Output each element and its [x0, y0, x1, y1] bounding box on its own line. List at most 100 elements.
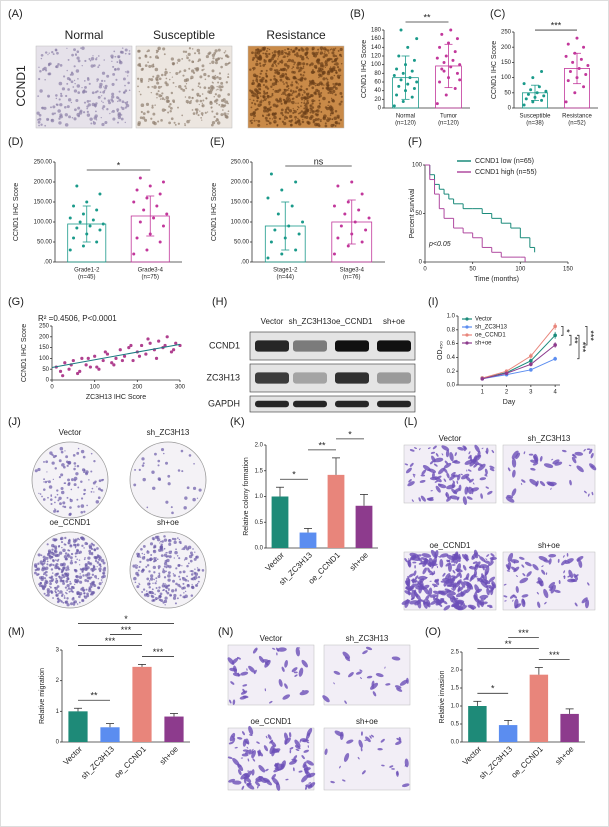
cell	[460, 581, 466, 588]
colony	[46, 590, 51, 594]
cell	[452, 585, 455, 589]
cell	[543, 559, 550, 563]
stain	[274, 121, 276, 124]
stain	[184, 122, 186, 125]
stain	[101, 122, 105, 127]
stain	[193, 52, 197, 55]
colony	[58, 476, 61, 479]
stain	[119, 61, 122, 64]
stain	[161, 97, 165, 100]
stain	[319, 67, 323, 72]
micrograph	[502, 444, 597, 504]
cell	[548, 553, 557, 558]
panel-label: (K)	[230, 416, 245, 428]
stain	[331, 67, 336, 72]
stain	[317, 89, 320, 93]
data-point	[529, 88, 533, 92]
colony	[98, 563, 102, 567]
data-point	[68, 216, 72, 220]
data-point	[453, 50, 457, 54]
colony	[142, 462, 145, 465]
colony	[42, 559, 46, 563]
cell	[301, 774, 309, 783]
stain	[331, 51, 335, 55]
stain	[172, 99, 176, 103]
data-point	[415, 37, 419, 41]
cell	[472, 482, 475, 485]
cell	[548, 558, 552, 565]
stain	[111, 109, 115, 113]
stain	[64, 123, 69, 127]
stain	[170, 57, 174, 61]
cell	[248, 750, 254, 755]
stain	[57, 63, 60, 66]
cell	[451, 575, 458, 579]
stain	[287, 111, 290, 114]
stain	[195, 108, 199, 112]
stain	[284, 94, 287, 96]
stain	[337, 49, 340, 52]
cell	[426, 497, 434, 502]
colony	[148, 582, 151, 585]
bar	[271, 496, 289, 548]
colony	[91, 551, 94, 554]
stain	[165, 99, 170, 103]
stain	[164, 70, 168, 75]
colony	[60, 540, 64, 544]
cell	[449, 452, 454, 462]
stain	[121, 100, 125, 104]
stain	[288, 50, 291, 54]
stain	[296, 52, 299, 55]
colony	[101, 478, 104, 482]
data-point	[78, 220, 82, 224]
scatter-point	[105, 352, 110, 356]
scatter-point	[84, 363, 88, 367]
data-point	[573, 91, 577, 95]
stain	[45, 69, 48, 72]
colony	[84, 556, 86, 559]
bar	[355, 505, 373, 548]
colony	[163, 576, 167, 579]
stain	[251, 82, 254, 86]
stain	[176, 62, 179, 64]
stain	[292, 91, 295, 94]
cell	[442, 572, 446, 577]
image-label: sh_ZC3H13	[346, 634, 389, 643]
cell	[541, 569, 546, 575]
stain	[84, 90, 88, 94]
scatter-point	[76, 371, 80, 376]
data-point	[526, 92, 530, 96]
colony	[65, 460, 69, 464]
colony	[52, 552, 56, 556]
stain	[267, 47, 269, 50]
stain	[152, 120, 156, 125]
stain	[209, 62, 211, 65]
data-point	[132, 252, 136, 256]
stain	[281, 120, 285, 123]
stain	[50, 118, 55, 123]
stain	[175, 72, 179, 76]
colony	[76, 451, 80, 455]
colony	[42, 498, 46, 501]
cell	[404, 463, 409, 466]
colony	[182, 570, 186, 574]
stain	[165, 77, 168, 80]
data-point	[406, 45, 410, 49]
colony	[98, 487, 101, 491]
stain	[268, 108, 272, 112]
stain	[155, 92, 159, 96]
x-axis-label: Day	[503, 399, 516, 406]
colony	[143, 593, 147, 597]
cell	[432, 583, 438, 588]
stain	[271, 118, 274, 120]
colony	[155, 580, 158, 582]
stain	[256, 48, 260, 51]
cell	[284, 659, 288, 668]
stain	[328, 52, 330, 54]
colony	[62, 569, 65, 571]
cell	[466, 581, 474, 590]
colony	[151, 558, 154, 560]
stain	[251, 51, 254, 55]
stain	[303, 89, 305, 92]
panel-label: (A)	[8, 8, 23, 20]
